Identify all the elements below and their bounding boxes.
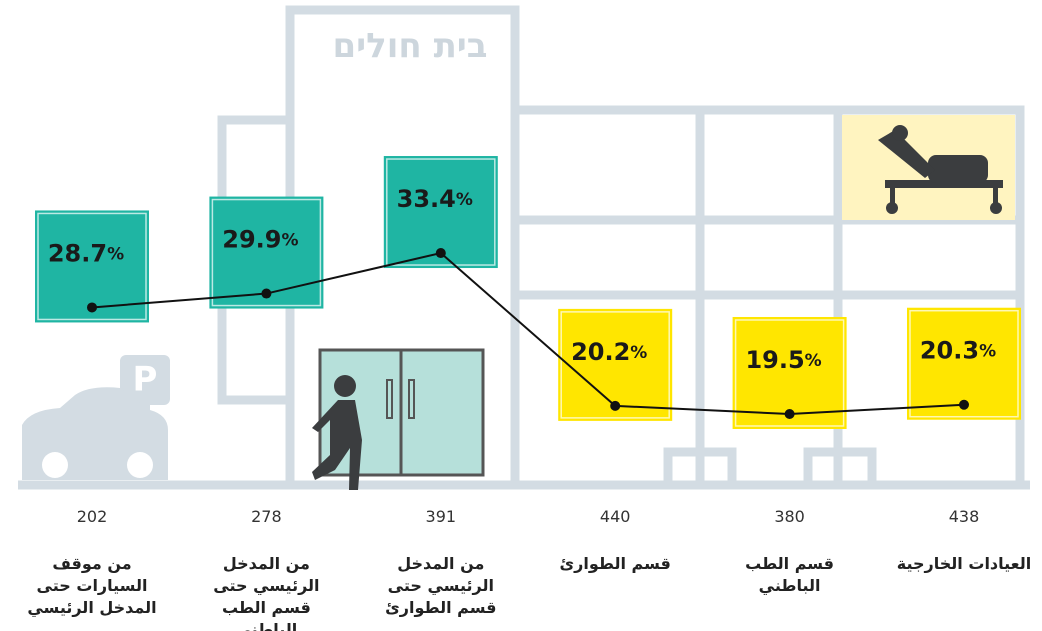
data-point — [87, 302, 97, 312]
data-point — [436, 248, 446, 258]
category-label: قسم الطوارئ — [540, 553, 690, 575]
value-label: 19.5% — [745, 346, 821, 374]
sample-count: 278 — [226, 507, 306, 526]
value-label: 29.9% — [222, 226, 298, 254]
building-sign: בית חולים — [332, 26, 487, 66]
chart: P בית חולים 28.7% 29.9% 33.4% 20.2% 19.5% 20.… — [0, 0, 1042, 631]
sample-count: 440 — [575, 507, 655, 526]
data-point — [785, 409, 795, 419]
value-label: 20.2% — [571, 338, 647, 366]
value-label: 20.3% — [920, 337, 996, 365]
hospital-illustration: P בית חולים — [18, 10, 1030, 490]
value-label: 33.4% — [397, 185, 473, 213]
category-label: العيادات الخارجية — [889, 553, 1039, 575]
category-label: قسم الطب الباطني — [715, 553, 865, 597]
category-label: من المدخل الرئيسي حتى قسم الطب الباطني — [191, 553, 341, 631]
sample-count: 202 — [52, 507, 132, 526]
category-label: من المدخل الرئيسي حتى قسم الطوارئ — [366, 553, 516, 619]
sample-count: 391 — [401, 507, 481, 526]
data-point — [959, 400, 969, 410]
category-label: من موقف السيارات حتى المدخل الرئيسي — [17, 553, 167, 619]
data-point — [261, 289, 271, 299]
sample-count: 438 — [924, 507, 1004, 526]
sample-count: 380 — [750, 507, 830, 526]
svg-text:P: P — [133, 360, 158, 400]
data-point — [610, 401, 620, 411]
value-label: 28.7% — [48, 239, 124, 267]
chart-svg: P בית חולים 28.7% 29.9% 33.4% 20.2% 19.5% 20.… — [0, 0, 1042, 631]
